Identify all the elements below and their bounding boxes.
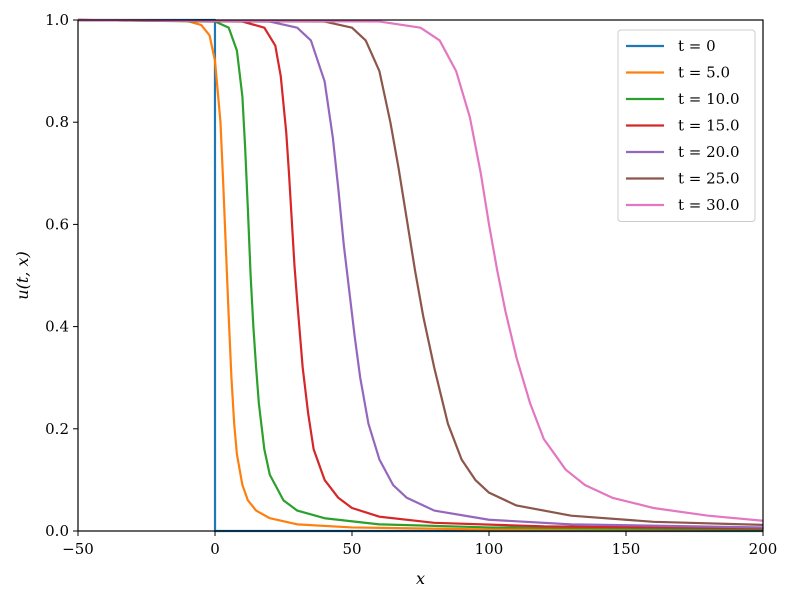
- legend: t = 0 t = 5.0 t = 10.0 t = 15.0 t = 20.0 t = …: [617, 29, 756, 222]
- series-line-2: [77, 18, 764, 531]
- legend-entry: t = 5.0: [678, 64, 730, 82]
- x-tick-label: 50: [342, 540, 361, 558]
- plot-frame: [77, 19, 764, 532]
- legend-entry: t = 15.0: [678, 117, 740, 135]
- x-tick-label: 150: [612, 540, 641, 558]
- legend-entry: t = 10.0: [678, 90, 740, 108]
- y-tick-label: 0.4: [45, 318, 69, 336]
- y-tick-label: 0.0: [45, 522, 69, 540]
- y-tick-label: 0.8: [45, 113, 69, 131]
- x-tick-label: 100: [475, 540, 504, 558]
- x-tick-label: −50: [62, 540, 94, 558]
- legend-entry: t = 20.0: [678, 143, 740, 161]
- x-tick-label: 0: [210, 540, 220, 558]
- x-axis-label: x: [416, 569, 425, 588]
- legend-entry: t = 30.0: [678, 196, 740, 214]
- x-tick-label: 200: [749, 540, 778, 558]
- legend-entry: t = 0: [678, 37, 716, 55]
- series-line-1: [77, 18, 764, 532]
- y-axis: 0.0 0.2 0.4 0.6 0.8 1.0: [45, 11, 78, 540]
- series-line-3: [77, 18, 764, 530]
- series-line-6: [77, 18, 764, 522]
- y-tick-label: 0.2: [45, 420, 69, 438]
- series-line-4: [77, 18, 764, 529]
- plot-lines: [77, 18, 764, 533]
- legend-box: [617, 29, 756, 222]
- y-tick-label: 1.0: [45, 11, 69, 29]
- x-axis: −50 0 50 100 150 200: [62, 531, 777, 558]
- y-tick-label: 0.6: [45, 215, 69, 233]
- y-axis-label: u(t, x): [13, 251, 32, 299]
- series-line-5: [77, 18, 764, 526]
- legend-entry: t = 25.0: [678, 170, 740, 188]
